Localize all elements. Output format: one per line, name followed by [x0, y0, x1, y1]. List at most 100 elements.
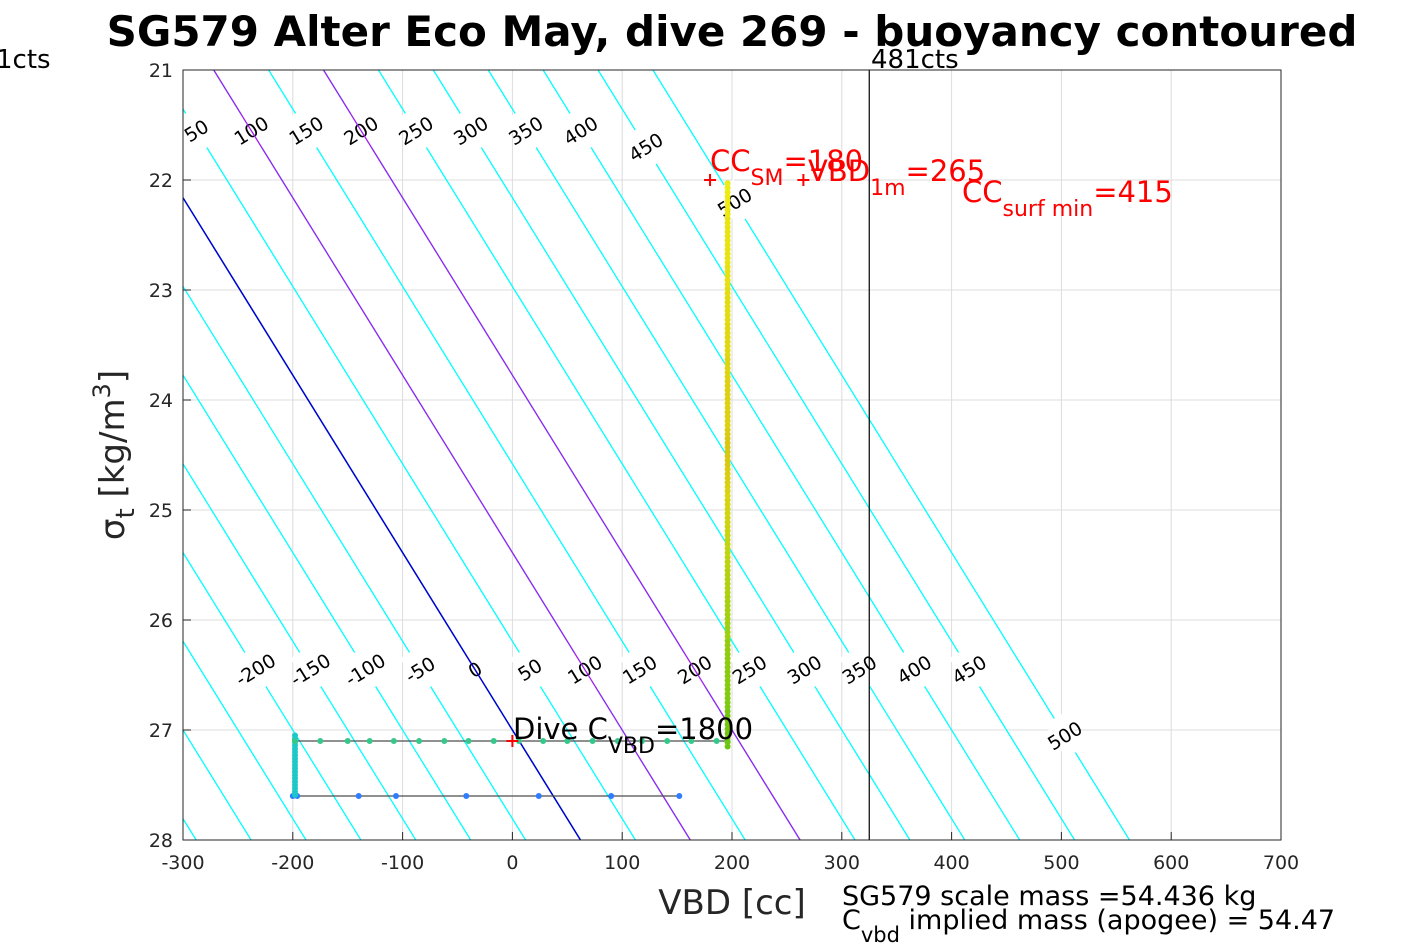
ascent-point — [724, 334, 731, 341]
cc-sm-sub: SM — [751, 166, 784, 191]
ascent-point — [724, 497, 731, 504]
ascent-point — [724, 510, 731, 517]
ascent-point — [724, 690, 731, 697]
vbd-1m-value: =265 — [906, 154, 986, 188]
x-tick-label: -100 — [381, 852, 424, 874]
ascent-point — [724, 316, 731, 323]
implied-mass-value: implied mass (apogee) = 54.47 — [900, 905, 1335, 936]
ascent-point — [724, 567, 731, 574]
ascent-point — [724, 646, 731, 653]
cc-surf-sub: surf min — [1003, 197, 1094, 222]
ascent-point — [724, 651, 731, 658]
ascent-point — [724, 369, 731, 376]
ascent-point — [724, 545, 731, 552]
ascent-point — [724, 184, 731, 191]
ascent-point — [724, 721, 731, 728]
ascent-point — [724, 435, 731, 442]
ascent-point — [724, 197, 731, 204]
ascent-point — [724, 422, 731, 429]
implied-mass-base: C — [842, 905, 861, 936]
ascent-point — [724, 439, 731, 446]
contour-label-bg — [729, 646, 770, 693]
pump-point — [664, 738, 671, 744]
ascent-point — [724, 470, 731, 477]
contour-label-bg — [345, 646, 386, 693]
ascent-point — [724, 664, 731, 671]
cc-sm-value: =180 — [783, 144, 863, 178]
pump-point — [390, 738, 397, 744]
ascent-point — [724, 514, 731, 521]
ascent-point — [724, 730, 731, 737]
markers — [506, 174, 810, 747]
ascent-point — [724, 593, 731, 600]
ascent-point — [724, 444, 731, 451]
contour-label-bg — [286, 107, 326, 154]
y-tick-label: 28 — [149, 830, 173, 852]
contour-label-bg — [290, 646, 331, 693]
axis-ticks: -300 -200 -100 0 100 200 300 400 500 600 700 21 22 23… — [149, 60, 1299, 874]
ascent-point — [724, 461, 731, 468]
ascent-point — [724, 299, 731, 306]
ascent-point — [724, 633, 731, 640]
x-tick-label: 700 — [1263, 852, 1299, 874]
cc-surf-annotation: CCsurf min=415 — [962, 175, 1173, 222]
contour-label-bg — [235, 646, 276, 693]
ascent-point — [724, 695, 731, 702]
pump-point — [688, 738, 695, 744]
x-tick-label: 200 — [714, 852, 750, 874]
pump-point — [416, 738, 423, 744]
descent-point — [676, 793, 683, 799]
y-label-end: ] — [93, 370, 133, 383]
ascent-point — [724, 668, 731, 675]
ascent-point — [724, 598, 731, 605]
dive-cvbd-annotation: Dive CVBD=1800 — [513, 712, 753, 759]
ascent-point — [724, 563, 731, 570]
ascent-point — [724, 585, 731, 592]
cc-sm-base: CC — [710, 144, 751, 178]
scale-mass-text: SG579 scale mass =54.436 kg — [842, 881, 1256, 912]
contour-label-bg — [619, 646, 660, 693]
ascent-point — [724, 708, 731, 715]
contour-label-bg — [396, 107, 436, 154]
buoyancy-contour-line — [597, 70, 1076, 840]
y-tick-label: 23 — [149, 280, 173, 302]
ascent-point — [724, 237, 731, 244]
buoyancy-contour-line — [183, 285, 527, 840]
buoyancy-contour-line — [183, 462, 417, 840]
ascent-point — [724, 549, 731, 556]
ascent-point — [724, 391, 731, 398]
ascent-point — [724, 589, 731, 596]
contour-label-bg — [176, 107, 217, 154]
ascent-point — [724, 717, 731, 724]
ascent-point — [724, 400, 731, 407]
ascent-point — [724, 360, 731, 367]
ascent-point — [724, 303, 731, 310]
contour-label-bg — [509, 646, 550, 693]
ascent-point — [724, 215, 731, 222]
x-axis-label: VBD [cc] — [658, 883, 806, 923]
contour-label-bg — [714, 179, 755, 225]
cts-left-label: 1cts — [0, 45, 51, 75]
ascent-point — [724, 255, 731, 262]
ascent-point — [724, 426, 731, 433]
ascent-point — [724, 655, 731, 662]
ascent-point — [724, 523, 731, 530]
cc-surf-base: CC — [962, 175, 1003, 209]
pump-point — [614, 738, 621, 744]
ascent-point — [724, 554, 731, 561]
ascent-point — [724, 611, 731, 618]
pump-point — [490, 738, 497, 744]
chart-title: SG579 Alter Eco May, dive 269 - buoyancy… — [107, 7, 1358, 56]
pump-point — [441, 738, 448, 744]
ascent-point — [724, 620, 731, 627]
implied-mass-sub: vbd — [861, 923, 900, 945]
contour-label-bg — [450, 107, 491, 154]
ascent-point — [724, 387, 731, 394]
ascent-point — [724, 228, 731, 235]
ascent-point — [724, 488, 731, 495]
vbd-1m-sub: 1m — [870, 176, 905, 201]
ascent-point — [724, 580, 731, 587]
pump-point — [465, 738, 472, 744]
x-tick-label: 400 — [933, 852, 969, 874]
ascent-point — [724, 492, 731, 499]
